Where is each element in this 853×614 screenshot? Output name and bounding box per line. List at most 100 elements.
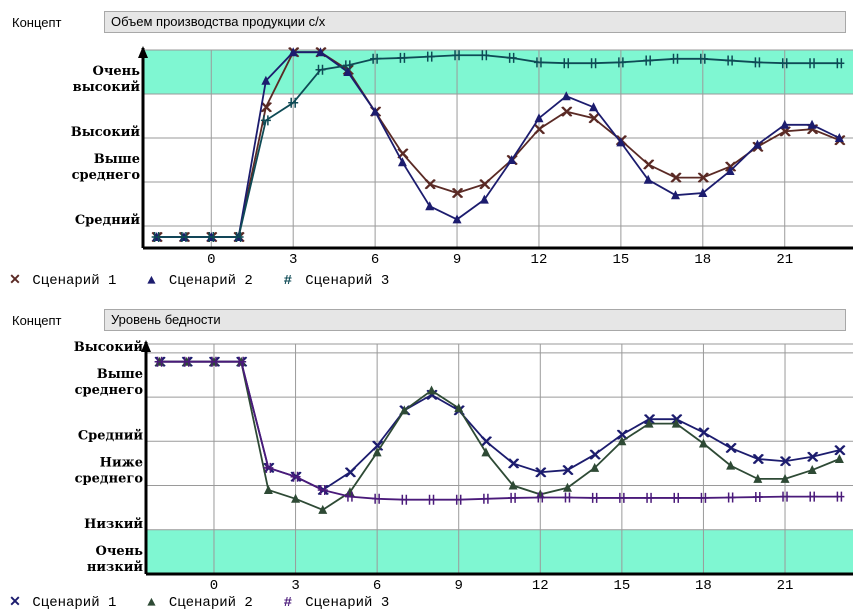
data-point xyxy=(780,491,791,502)
data-point xyxy=(399,494,410,505)
data-point xyxy=(451,187,464,199)
legend-label: Сценарий 1 xyxy=(24,595,117,611)
data-point xyxy=(589,492,600,503)
data-point xyxy=(344,467,357,478)
data-point xyxy=(372,447,382,457)
series-1 xyxy=(154,356,846,496)
data-point xyxy=(807,58,818,69)
data-point xyxy=(533,124,546,135)
data-point xyxy=(616,137,626,147)
legend-1: ✕ Сценарий 1 ▲ Сценарий 2 # Сценарий 3 xyxy=(6,272,415,292)
data-point xyxy=(834,58,845,69)
data-point xyxy=(671,190,680,200)
data-point xyxy=(807,465,817,475)
legend-item: ✕ Сценарий 1 xyxy=(6,272,116,289)
data-point xyxy=(424,179,436,190)
series-3 xyxy=(154,356,845,505)
legend-label: Сценарий 1 xyxy=(24,273,117,289)
data-point xyxy=(424,51,435,62)
data-point xyxy=(507,155,517,164)
highlight-band xyxy=(146,529,853,574)
data-point xyxy=(233,232,244,242)
data-point xyxy=(779,58,790,69)
chart-production: 0 3 6 9 12 15 18 21 Средний Выше среднего Высокий Оч… xyxy=(71,46,853,268)
y-level-label: Ниже среднего xyxy=(75,456,144,487)
y-axis-arrow xyxy=(138,46,148,58)
legend-item: ▲ Сценарий 2 xyxy=(142,595,253,611)
data-point xyxy=(454,403,464,413)
data-point xyxy=(316,47,325,57)
legend-2: ✕ Сценарий 1 ▲ Сценарий 2 # Сценарий 3 xyxy=(6,594,415,614)
legend-marker: ▲ xyxy=(147,595,156,611)
data-point xyxy=(397,157,407,167)
x-tick-label: 0 xyxy=(210,578,218,594)
data-point xyxy=(725,55,736,66)
data-point xyxy=(372,493,383,504)
data-point xyxy=(344,491,355,502)
data-point xyxy=(834,445,846,456)
data-point xyxy=(590,462,600,472)
x-tick-label: 18 xyxy=(695,578,712,594)
data-point xyxy=(261,75,271,85)
data-point xyxy=(291,493,301,503)
data-point xyxy=(343,67,353,76)
legend-marker: ✕ xyxy=(9,595,21,611)
x-tick-label: 6 xyxy=(371,252,379,268)
data-point xyxy=(562,482,572,492)
data-point xyxy=(806,124,819,135)
data-point xyxy=(753,473,763,483)
series-line xyxy=(156,51,840,238)
series-2 xyxy=(155,356,844,514)
x-tick-label: 15 xyxy=(612,252,629,268)
data-point xyxy=(779,456,792,467)
data-point xyxy=(670,172,682,183)
x-tick-label: 3 xyxy=(291,578,299,594)
data-point xyxy=(644,492,655,503)
data-point xyxy=(670,53,681,64)
legend-item: # Сценарий 3 xyxy=(279,273,390,289)
data-point xyxy=(426,389,438,400)
x-tick-label: 9 xyxy=(453,252,461,268)
data-point xyxy=(671,492,682,503)
data-point xyxy=(370,106,380,116)
x-tick-label: 12 xyxy=(532,578,549,594)
x-tick-label: 15 xyxy=(613,578,630,594)
data-point xyxy=(480,436,492,447)
data-point xyxy=(588,58,599,69)
legend-marker: ✕ xyxy=(9,273,21,289)
data-point xyxy=(725,166,735,175)
concept-label-2: Концепт xyxy=(12,313,62,328)
data-point xyxy=(208,356,219,367)
data-point xyxy=(671,418,681,428)
data-point xyxy=(615,57,626,68)
data-point xyxy=(506,52,517,63)
concept-field-2[interactable]: Уровень бедности xyxy=(104,309,846,331)
data-point xyxy=(317,484,328,495)
data-point xyxy=(643,159,655,170)
data-point xyxy=(425,201,435,211)
data-point xyxy=(834,133,844,142)
data-point xyxy=(206,232,217,242)
concept-field-1[interactable]: Объем производства продукции с/х xyxy=(104,11,846,33)
data-point xyxy=(589,102,599,112)
data-point xyxy=(260,102,272,113)
data-point xyxy=(181,356,192,367)
data-point xyxy=(427,385,437,395)
data-point xyxy=(452,214,462,224)
data-point xyxy=(342,60,353,71)
data-point xyxy=(370,53,381,64)
y-axis-arrow xyxy=(141,340,151,352)
data-point xyxy=(834,491,845,502)
legend-marker: # xyxy=(283,273,293,289)
legend-item: ✕ Сценарий 1 xyxy=(6,594,116,611)
legend-marker: # xyxy=(283,595,293,611)
data-point xyxy=(178,232,189,242)
x-tick-label: 21 xyxy=(776,252,793,268)
data-point xyxy=(780,119,790,129)
data-point xyxy=(397,52,408,63)
data-point xyxy=(588,113,600,124)
data-point xyxy=(698,438,708,448)
y-level-label: Выше среднего xyxy=(72,152,141,183)
data-point xyxy=(479,50,490,61)
legend-item: # Сценарий 3 xyxy=(279,595,390,611)
